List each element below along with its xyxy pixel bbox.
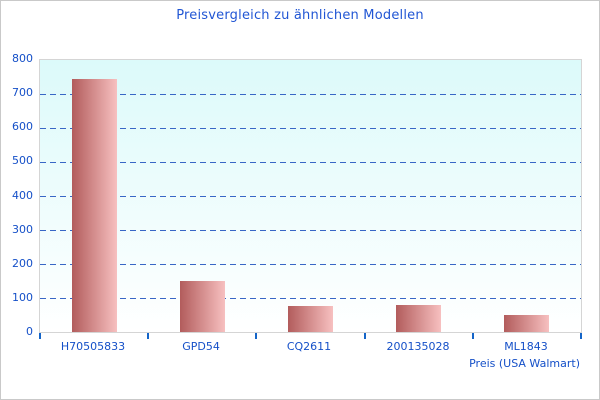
y-tick-label-300: 300 — [12, 223, 33, 236]
gridline-700 — [40, 94, 581, 95]
bar-ML1843 — [504, 315, 549, 332]
x-tick-label-GPD54: GPD54 — [182, 340, 220, 353]
gridline-500 — [40, 162, 581, 163]
gridline-300 — [40, 230, 581, 231]
chart-title: Preisvergleich zu ähnlichen Modellen — [176, 8, 424, 23]
x-tick-label-200135028: 200135028 — [386, 340, 450, 353]
y-tick-label-700: 700 — [12, 86, 33, 99]
gridline-200 — [40, 264, 581, 265]
y-tick-label-800: 800 — [12, 52, 33, 65]
y-tick-label-600: 600 — [12, 120, 33, 133]
bar-H70505833 — [72, 79, 117, 332]
x-tick-label-ML1843: ML1843 — [504, 340, 548, 353]
x-axis-tick — [472, 333, 474, 339]
bar-200135028 — [396, 305, 441, 332]
x-axis-tick — [39, 333, 41, 339]
plot-area — [39, 59, 582, 333]
x-axis-tick — [364, 333, 366, 339]
y-tick-label-0: 0 — [26, 325, 33, 338]
x-tick-label-H70505833: H70505833 — [60, 340, 126, 353]
x-axis-title: Preis (USA Walmart) — [469, 357, 580, 370]
gridline-400 — [40, 196, 581, 197]
x-tick-label-CQ2611: CQ2611 — [286, 340, 332, 353]
y-tick-label-200: 200 — [12, 257, 33, 270]
x-axis-tick — [580, 333, 582, 339]
x-axis-tick — [147, 333, 149, 339]
x-axis-tick — [255, 333, 257, 339]
bar-GPD54 — [180, 281, 225, 332]
gridline-600 — [40, 128, 581, 129]
y-tick-label-500: 500 — [12, 154, 33, 167]
y-tick-label-400: 400 — [12, 189, 33, 202]
y-tick-label-100: 100 — [12, 291, 33, 304]
gridline-100 — [40, 298, 581, 299]
bar-CQ2611 — [288, 306, 333, 332]
